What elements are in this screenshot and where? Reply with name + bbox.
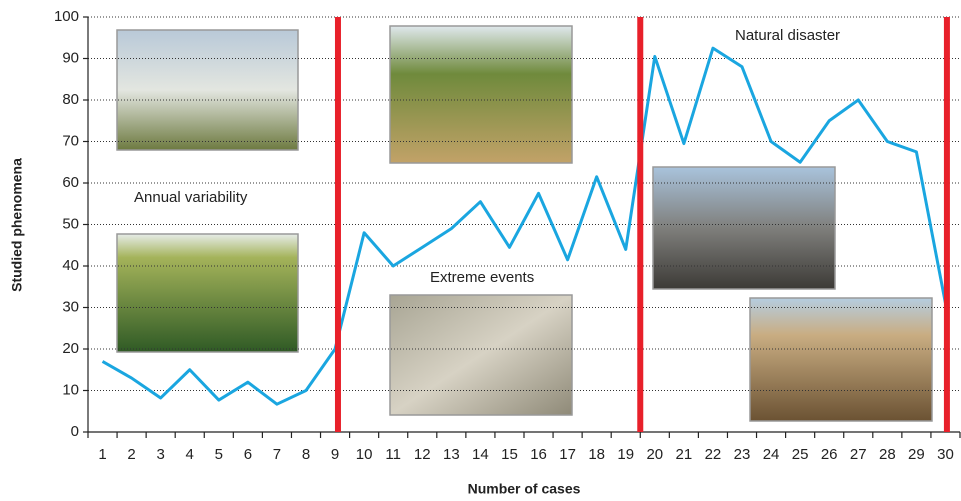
photo (750, 298, 932, 421)
x-tick-label: 24 (763, 446, 780, 463)
y-axis-label: Studied phenomena (9, 158, 25, 292)
x-tick-label: 15 (501, 446, 518, 463)
x-tick-label: 7 (273, 446, 281, 463)
x-tick-label: 13 (443, 446, 460, 463)
x-tick-label: 22 (705, 446, 722, 463)
y-tick-label: 50 (62, 215, 79, 232)
x-tick-label: 30 (937, 446, 954, 463)
annotation: Extreme events (430, 269, 534, 286)
photo (653, 167, 835, 289)
x-axis-label: Number of cases (468, 481, 581, 497)
x-tick-label: 25 (792, 446, 809, 463)
x-tick-label: 12 (414, 446, 431, 463)
x-tick-label: 18 (588, 446, 605, 463)
annotation: Annual variability (134, 189, 248, 206)
x-tick-label: 16 (530, 446, 547, 463)
x-tick-label: 11 (385, 446, 401, 463)
x-tick-label: 10 (356, 446, 373, 463)
x-tick-label: 2 (127, 446, 135, 463)
x-tick-label: 28 (879, 446, 896, 463)
y-tick-label: 90 (62, 49, 79, 66)
x-tick-label: 27 (850, 446, 867, 463)
y-tick-label: 10 (62, 381, 79, 398)
y-tick-label: 60 (62, 174, 79, 191)
y-tick-label: 40 (62, 257, 79, 274)
y-tick-label: 70 (62, 132, 79, 149)
x-tick-label: 20 (646, 446, 663, 463)
y-tick-label: 20 (62, 340, 79, 357)
x-tick-label: 5 (215, 446, 223, 463)
x-tick-label: 1 (98, 446, 106, 463)
photo (117, 30, 298, 150)
x-tick-label: 8 (302, 446, 310, 463)
x-tick-label: 26 (821, 446, 838, 463)
photo (117, 234, 298, 352)
x-tick-label: 17 (559, 446, 576, 463)
y-tick-label: 100 (54, 8, 79, 25)
annotation: Natural disaster (735, 27, 840, 44)
x-tick-label: 4 (186, 446, 194, 463)
x-tick-label: 29 (908, 446, 925, 463)
x-tick-label: 9 (331, 446, 339, 463)
x-tick-label: 3 (156, 446, 164, 463)
chart: Annual variability Extreme events Natura… (0, 0, 961, 501)
y-tick-label: 0 (71, 423, 79, 440)
photo (390, 295, 572, 415)
x-tick-label: 21 (676, 446, 693, 463)
x-tick-label: 14 (472, 446, 489, 463)
x-tick-label: 23 (734, 446, 751, 463)
photo (390, 26, 572, 163)
y-tick-label: 30 (62, 298, 79, 315)
x-tick-label: 19 (617, 446, 634, 463)
y-tick-label: 80 (62, 91, 79, 108)
x-tick-label: 6 (244, 446, 252, 463)
